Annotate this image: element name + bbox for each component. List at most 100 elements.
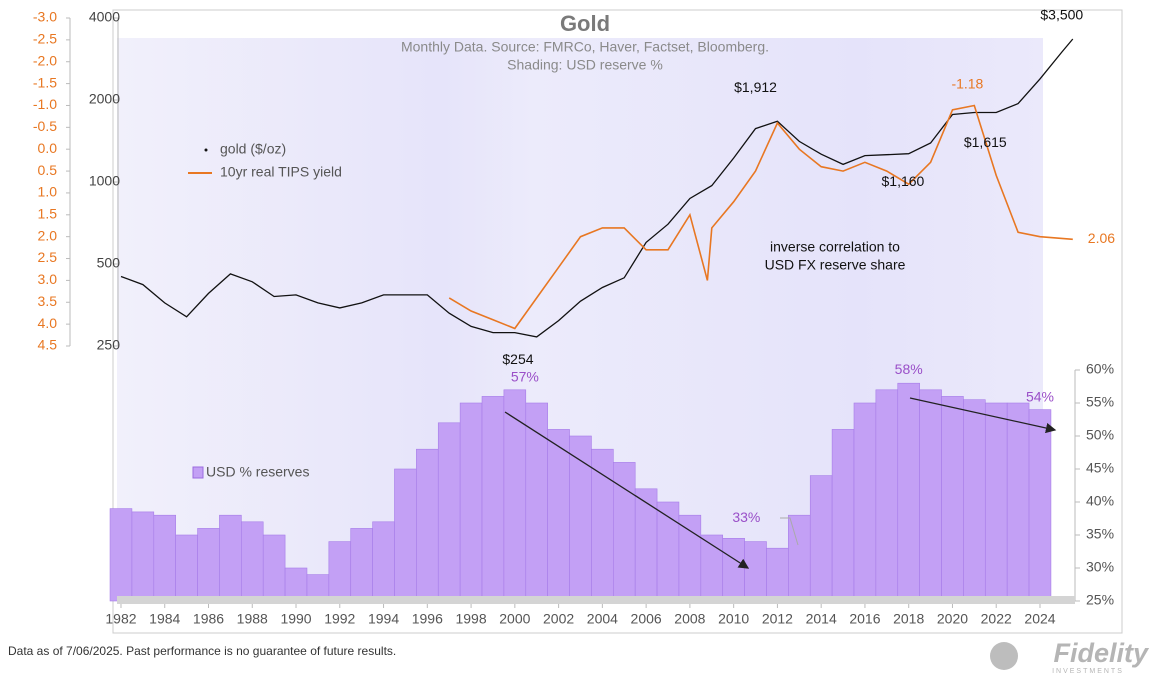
y2-tick-label: 2.0 [38, 227, 58, 243]
x-tick-label: 1994 [368, 611, 399, 627]
bar [131, 511, 155, 602]
footer: Data as of 7/06/2025. Past performance i… [8, 644, 396, 658]
bar [1028, 409, 1052, 602]
x-tick-label: 2022 [981, 611, 1012, 627]
logo: Fidelity [1053, 638, 1149, 668]
annotation: -1.18 [951, 75, 983, 91]
x-tick-label: 2020 [937, 611, 968, 627]
bar [416, 448, 439, 602]
bar [1006, 402, 1030, 602]
logo-tagline: INVESTMENTS [1052, 668, 1124, 675]
legend-marker [192, 466, 204, 479]
bar [481, 396, 505, 602]
x-tick-label: 2006 [631, 611, 662, 627]
y-tick-label: 2000 [89, 91, 120, 107]
y-tick-label: 1000 [89, 173, 120, 189]
bar [744, 541, 767, 602]
x-tick-label: 2004 [587, 611, 618, 627]
bar [766, 547, 789, 602]
bar [350, 528, 373, 602]
bar [394, 468, 417, 602]
y-tick-label: 500 [97, 255, 121, 271]
annotation: $3,500 [1040, 7, 1083, 23]
y-tick-label: 50% [1086, 427, 1114, 443]
x-tick-label: 1992 [324, 611, 355, 627]
annotation: $1,615 [964, 134, 1007, 150]
y2-tick-label: 4.0 [38, 315, 58, 331]
x-tick-label: 2010 [718, 611, 749, 627]
bar [459, 402, 483, 602]
y-tick-label: 35% [1086, 526, 1114, 542]
bar [897, 382, 920, 602]
legend-label: gold ($/oz) [220, 141, 286, 157]
bar [503, 389, 527, 602]
x-tick-label: 1984 [149, 611, 180, 627]
x-tick-label: 2000 [499, 611, 530, 627]
x-tick-label: 2008 [674, 611, 705, 627]
series-line [120, 38, 1074, 338]
note: inverse correlation to [770, 239, 900, 255]
bar [153, 514, 176, 602]
bar [634, 488, 658, 602]
series-line [448, 104, 1073, 330]
bar [591, 448, 614, 602]
bar [919, 389, 942, 602]
annotation: 58% [895, 361, 923, 377]
y-tick-label: 45% [1086, 460, 1114, 476]
y2-tick-label: 0.0 [38, 140, 58, 156]
annotation: 54% [1026, 388, 1054, 404]
bar [241, 521, 264, 602]
x-tick-label: 2024 [1024, 611, 1055, 627]
bar [197, 528, 220, 602]
bar [788, 514, 811, 602]
bar [853, 402, 877, 602]
x-tick-label: 2002 [543, 611, 574, 627]
y2-tick-label: 2.5 [38, 249, 58, 265]
x-tick-label: 1998 [455, 611, 486, 627]
bar [875, 389, 899, 602]
legend-marker [204, 148, 208, 152]
x-tick-label: 1990 [280, 611, 311, 627]
callout-line [780, 517, 799, 546]
annotation: $1,160 [882, 173, 925, 189]
bar [678, 514, 702, 602]
bar [963, 399, 986, 602]
chart-title: Gold [560, 11, 610, 36]
bar [328, 541, 352, 602]
y2-tick-label: 1.5 [38, 206, 58, 222]
y2-tick-label: 3.5 [38, 293, 58, 309]
subtitle: Monthly Data. Source: FMRCo, Haver, Fact… [401, 39, 769, 55]
note: USD FX reserve share [765, 257, 906, 273]
y2-tick-label: 4.5 [38, 337, 58, 353]
y-tick-label: 55% [1086, 394, 1114, 410]
y-tick-label: 30% [1086, 559, 1114, 575]
y-tick-label: 4000 [89, 9, 120, 25]
y-tick-label: 60% [1086, 361, 1114, 377]
y2-tick-label: -0.5 [33, 118, 57, 134]
bar [437, 422, 461, 602]
y-tick-label: 40% [1086, 493, 1114, 509]
y2-tick-label: 3.0 [38, 271, 58, 287]
y2-tick-label: 1.0 [38, 184, 58, 200]
bar [547, 429, 570, 602]
y2-tick-label: -2.5 [33, 31, 57, 47]
x-tick-label: 2018 [893, 611, 924, 627]
x-axis-band [117, 596, 1075, 604]
bar [941, 396, 964, 602]
annotation: $254 [502, 351, 533, 367]
annotation: 2.06 [1088, 230, 1115, 246]
bar [831, 429, 855, 602]
x-tick-label: 1986 [193, 611, 224, 627]
annotation: 57% [511, 369, 539, 385]
bar [372, 521, 395, 602]
x-tick-label: 2016 [849, 611, 880, 627]
y2-tick-label: -2.0 [33, 52, 57, 68]
y2-tick-label: -1.0 [33, 96, 57, 112]
subtitle: Shading: USD reserve % [507, 57, 663, 73]
x-tick-label: 1988 [237, 611, 268, 627]
bar [722, 537, 745, 602]
legend-label: 10yr real TIPS yield [220, 164, 342, 180]
trend-arrow [504, 411, 750, 569]
bar [809, 475, 833, 602]
